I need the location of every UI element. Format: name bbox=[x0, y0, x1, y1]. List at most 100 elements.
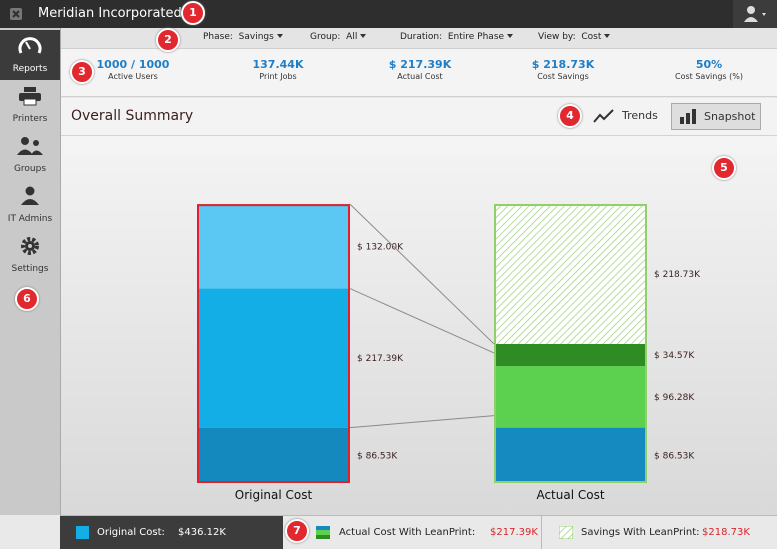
admin-icon bbox=[21, 186, 39, 205]
stat: $ 218.73K Cost Savings bbox=[493, 58, 633, 81]
callout-badge: 1 bbox=[181, 1, 205, 25]
stat-label: Cost Savings (%) bbox=[675, 72, 743, 81]
printers-icon bbox=[19, 87, 41, 106]
connector-line bbox=[349, 203, 495, 345]
chart-area: $ 86.53K $ 217.39K $ 132.00K Original Cost $… bbox=[61, 136, 777, 515]
callout-badge: 6 bbox=[15, 287, 39, 311]
legend-swatch bbox=[559, 526, 573, 539]
legend-value: $436.12K bbox=[178, 527, 226, 538]
sidebar: Reports Printers Groups IT Admins Settin… bbox=[0, 28, 61, 515]
stat-value: $ 217.39K bbox=[388, 58, 452, 71]
user-icon bbox=[744, 6, 766, 22]
value-label: $ 217.39K bbox=[357, 354, 404, 364]
bar-segment bbox=[494, 204, 647, 344]
stat-label: Print Jobs bbox=[259, 72, 297, 81]
reports-icon bbox=[18, 37, 42, 54]
filter-duration[interactable]: Duration: Entire Phase bbox=[400, 32, 513, 42]
callout-badge: 4 bbox=[558, 104, 582, 128]
nav-label: Printers bbox=[12, 114, 48, 124]
settings-icon bbox=[21, 237, 39, 255]
filter-label: View by: bbox=[538, 32, 576, 42]
filter-value: Cost bbox=[581, 32, 602, 42]
value-label: $ 86.53K bbox=[357, 451, 398, 461]
legend-value: $218.73K bbox=[702, 527, 750, 538]
legend-item: Actual Cost With LeanPrint: $217.39K bbox=[283, 516, 542, 549]
value-label: $ 132.00K bbox=[357, 242, 404, 252]
nav-label: Settings bbox=[11, 264, 49, 274]
nav-groups[interactable]: Groups bbox=[0, 130, 60, 180]
logo-icon bbox=[10, 8, 22, 20]
stat-value: 50% bbox=[695, 58, 723, 71]
stat-value: $ 218.73K bbox=[531, 58, 595, 71]
stats-bar: 1000 / 1000 Active Users 137.44K Print Job… bbox=[61, 49, 777, 97]
filter-value: Entire Phase bbox=[447, 32, 505, 42]
button-label: Snapshot bbox=[704, 110, 756, 123]
dropdown-arrow bbox=[604, 34, 611, 38]
trends-button[interactable]: Trends bbox=[593, 104, 661, 128]
value-label: $ 34.57K bbox=[654, 351, 695, 361]
top-bar: Meridian Incorporated bbox=[0, 0, 777, 28]
bar-segment bbox=[494, 366, 647, 428]
legend-label: Actual Cost With LeanPrint: bbox=[339, 527, 476, 538]
dropdown-arrow bbox=[276, 34, 283, 38]
filter-label: Phase: bbox=[203, 32, 233, 42]
filter-group[interactable]: Group: All bbox=[310, 32, 367, 42]
stat-label: Cost Savings bbox=[537, 72, 589, 81]
stat: 50% Cost Savings (%) bbox=[639, 58, 777, 81]
nav-settings[interactable]: Settings bbox=[0, 230, 60, 280]
legend-item: Original Cost: $436.12K bbox=[60, 516, 283, 549]
nav-printers[interactable]: Printers bbox=[0, 80, 60, 130]
button-label: Trends bbox=[622, 109, 658, 122]
connector-line bbox=[349, 288, 495, 354]
nav-label: IT Admins bbox=[7, 214, 53, 224]
legend-swatch bbox=[76, 526, 89, 539]
trends-icon bbox=[593, 109, 614, 123]
legend-bar: Original Cost: $436.12K Actual Cost With… bbox=[60, 515, 777, 549]
callout-badge: 2 bbox=[156, 28, 180, 52]
company-name: Meridian Incorporated bbox=[38, 6, 182, 21]
callout-badge: 3 bbox=[70, 60, 94, 84]
callout-badge: 5 bbox=[712, 156, 736, 180]
legend-item: Savings With LeanPrint: $218.73K bbox=[542, 516, 777, 549]
filter-phase[interactable]: Phase: Savings bbox=[203, 32, 283, 42]
bar-segment bbox=[494, 343, 647, 367]
snapshot-button[interactable]: Snapshot bbox=[671, 103, 761, 130]
bar-segment bbox=[494, 427, 647, 483]
summary-header: Overall Summary Trends Snapshot bbox=[61, 98, 777, 136]
chart: $ 86.53K $ 217.39K $ 132.00K Original Cost $… bbox=[197, 203, 701, 502]
stat-value: 137.44K bbox=[252, 58, 304, 71]
stack-border bbox=[197, 204, 350, 483]
stat-label: Active Users bbox=[108, 72, 158, 81]
stat-value: 1000 / 1000 bbox=[96, 58, 170, 71]
stat: $ 217.39K Actual Cost bbox=[350, 58, 490, 81]
nav-label: Reports bbox=[12, 64, 48, 74]
dropdown-arrow bbox=[360, 34, 367, 38]
value-label: $ 86.53K bbox=[654, 451, 695, 461]
filter-label: Duration: bbox=[400, 32, 443, 42]
category-label: Original Cost bbox=[235, 488, 313, 502]
filter-label: Group: bbox=[310, 32, 341, 42]
bar-segment bbox=[197, 204, 350, 289]
snapshot-icon bbox=[680, 109, 696, 124]
legend-label: Savings With LeanPrint: bbox=[581, 527, 700, 538]
legend-value: $217.39K bbox=[490, 527, 538, 538]
bar-segment bbox=[197, 288, 350, 428]
filter-view-by[interactable]: View by: Cost bbox=[538, 32, 611, 42]
bar-segment bbox=[197, 427, 350, 483]
filter-value: Savings bbox=[238, 32, 274, 42]
stat-label: Actual Cost bbox=[397, 72, 443, 81]
legend-label: Original Cost: bbox=[97, 527, 165, 538]
nav-it-admins[interactable]: IT Admins bbox=[0, 180, 60, 230]
stack-border bbox=[494, 204, 647, 483]
value-label: $ 96.28K bbox=[654, 393, 695, 403]
nav-reports[interactable]: Reports bbox=[0, 30, 60, 80]
value-label: $ 218.73K bbox=[654, 270, 701, 280]
filter-value: All bbox=[346, 32, 358, 42]
user-menu[interactable] bbox=[733, 0, 777, 28]
category-label: Actual Cost bbox=[536, 488, 604, 502]
filter-bar: Phase: Savings Group: All Duration: Enti… bbox=[61, 28, 777, 49]
groups-icon bbox=[17, 137, 43, 155]
nav-label: Groups bbox=[13, 164, 47, 174]
stat: 137.44K Print Jobs bbox=[208, 58, 348, 81]
